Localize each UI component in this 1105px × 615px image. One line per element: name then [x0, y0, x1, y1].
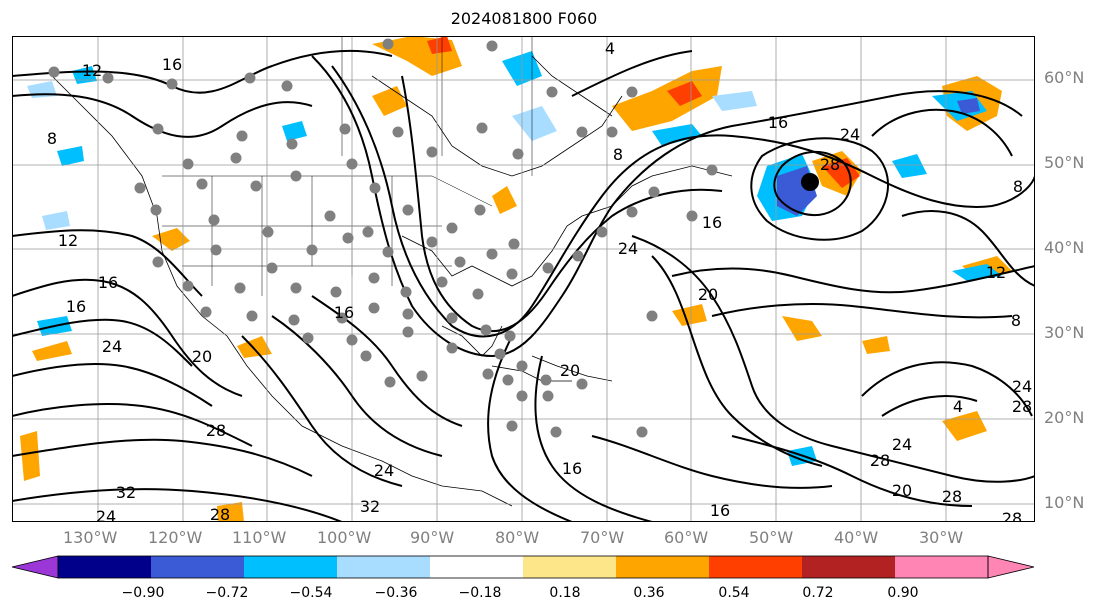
- colorbar-tick-label: 0.90: [887, 585, 919, 601]
- contour-label: 24: [102, 337, 122, 356]
- latitude-label: 40°N: [1044, 238, 1085, 257]
- colorbar-tick-label: 0.18: [549, 585, 581, 601]
- contour-label: 28: [210, 505, 230, 522]
- contour-label: 8: [613, 145, 623, 164]
- contour-label: 28: [942, 487, 962, 506]
- cyclone-center: [801, 173, 819, 191]
- contour-label: 8: [1011, 311, 1021, 330]
- contour-label: 12: [986, 263, 1006, 282]
- contour-label: 16: [710, 501, 730, 520]
- colorbar-tick-label: −0.36: [374, 585, 418, 601]
- contour-label: 24: [1012, 377, 1032, 396]
- colorbar-tick-label: −0.90: [121, 585, 165, 601]
- colorbar-segment: [337, 556, 431, 578]
- longitude-label: 100°W: [317, 528, 372, 547]
- contour-label: 16: [98, 273, 118, 292]
- contour-label: 28: [1002, 509, 1022, 522]
- colorbar-tick-label: −0.18: [458, 585, 502, 601]
- colorbar-segment: [58, 556, 152, 578]
- station-markers: [48, 38, 718, 438]
- latitude-label: 50°N: [1044, 153, 1085, 172]
- longitude-label: 90°W: [410, 528, 455, 547]
- colorbar-segment: [616, 556, 710, 578]
- contour-label: 20: [560, 361, 580, 380]
- contour-label: 16: [768, 113, 788, 132]
- contour-label: 24: [892, 435, 912, 454]
- colorbar-segment: [151, 556, 245, 578]
- contour-label: 16: [562, 459, 582, 478]
- longitude-label: 120°W: [148, 528, 203, 547]
- contour-label: 24: [840, 125, 860, 144]
- latitude-label: 30°N: [1044, 323, 1085, 342]
- longitude-label: 50°W: [749, 528, 794, 547]
- contour-label: 28: [206, 421, 226, 440]
- contour-label: 28: [870, 451, 890, 470]
- longitude-label: 80°W: [495, 528, 540, 547]
- colorbar-segments: [11, 555, 1035, 579]
- contour-labels: 12 16 8 12 16 16 20 24 28 32 24 28 32 16…: [47, 39, 1032, 522]
- contour-label: 32: [116, 483, 136, 502]
- contour-label: 8: [47, 129, 57, 148]
- contour-label: 12: [82, 61, 102, 80]
- contour-label: 24: [618, 239, 638, 258]
- contour-label: 16: [66, 297, 86, 316]
- contour-label: 16: [334, 303, 354, 322]
- longitude-label: 60°W: [664, 528, 709, 547]
- contour-label: 16: [162, 55, 182, 74]
- contour-label: 24: [374, 461, 394, 480]
- colorbar: [11, 555, 1035, 579]
- map-background: [12, 36, 1035, 522]
- longitude-label: 110°W: [232, 528, 287, 547]
- contour-label: 28: [820, 155, 840, 174]
- contour-lines: [12, 49, 1035, 522]
- map-frame: [12, 36, 1035, 522]
- contour-label: 20: [892, 481, 912, 500]
- latitude-label: 10°N: [1044, 493, 1085, 512]
- colorbar-frame: [57, 555, 989, 579]
- colorbar-extend-max: [987, 555, 1035, 579]
- longitude-label: 130°W: [63, 528, 118, 547]
- colorbar-segment: [802, 556, 896, 578]
- contour-label: 28: [1012, 397, 1032, 416]
- weather-map: 12 16 8 12 16 16 20 24 28 32 24 28 32 16…: [12, 36, 1035, 522]
- colorbar-tick-label: −0.72: [205, 585, 249, 601]
- colorbar-tick-label: 0.54: [718, 585, 750, 601]
- contour-label: 12: [58, 231, 78, 250]
- contour-label: 24: [96, 507, 116, 522]
- colorbar-segment: [523, 556, 617, 578]
- coastlines: [51, 55, 733, 507]
- latitude-label: 20°N: [1044, 408, 1085, 427]
- contour-label: 20: [192, 347, 212, 366]
- longitude-label: 30°W: [919, 528, 964, 547]
- contour-label: 16: [702, 213, 722, 232]
- colorbar-tick-label: 0.36: [633, 585, 665, 601]
- orange-shading: [20, 36, 1012, 522]
- colorbar-tick-label: 0.72: [802, 585, 834, 601]
- colorbar-segment: [244, 556, 338, 578]
- colorbar-segment: [709, 556, 803, 578]
- latitude-label: 60°N: [1044, 68, 1085, 87]
- colorbar-extend-min: [11, 555, 59, 579]
- contour-label: 20: [698, 285, 718, 304]
- colorbar-tick-label: −0.54: [289, 585, 333, 601]
- longitude-label: 70°W: [580, 528, 625, 547]
- colorbar-segment: [430, 556, 524, 578]
- borders: [162, 36, 533, 296]
- light-blue-shading: [27, 81, 757, 230]
- colorbar-segment: [895, 556, 989, 578]
- contour-label: 4: [953, 397, 963, 416]
- contour-label: 8: [1013, 177, 1023, 196]
- longitude-label: 40°W: [834, 528, 879, 547]
- contour-label: 4: [605, 39, 615, 58]
- map-title: 2024081800 F060: [450, 9, 598, 28]
- contour-label: 32: [360, 497, 380, 516]
